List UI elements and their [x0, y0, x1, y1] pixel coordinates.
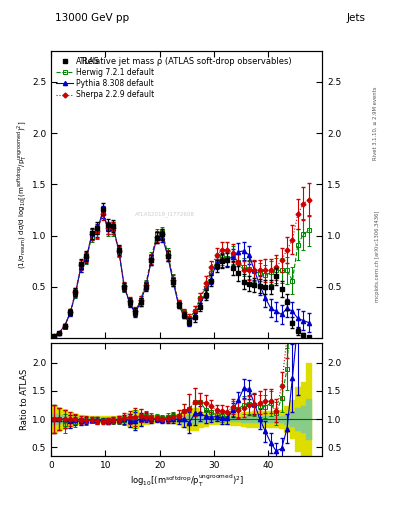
Text: Rivet 3.1.10, ≥ 2.9M events: Rivet 3.1.10, ≥ 2.9M events: [373, 86, 378, 160]
Legend: ATLAS, Herwig 7.2.1 default, Pythia 8.308 default, Sherpa 2.2.9 default: ATLAS, Herwig 7.2.1 default, Pythia 8.30…: [55, 55, 156, 101]
Text: ATLAS2019_I1772608: ATLAS2019_I1772608: [135, 212, 195, 218]
Y-axis label: (1/σ$_{\rm resum}$) dσ/d log$_{10}$[(m$^{\rm soft drop}$/p$_{\rm T}^{\rm ungroom: (1/σ$_{\rm resum}$) dσ/d log$_{10}$[(m$^…: [15, 120, 29, 269]
Text: mcplots.cern.ch [arXiv:1306.3436]: mcplots.cern.ch [arXiv:1306.3436]: [375, 210, 380, 302]
Text: Jets: Jets: [347, 13, 365, 23]
X-axis label: log$_{10}$[(m$^{\rm soft drop}$/p$_{\rm T}^{\rm ungroomed}$)$^{2}$]: log$_{10}$[(m$^{\rm soft drop}$/p$_{\rm …: [130, 472, 244, 488]
Y-axis label: Ratio to ATLAS: Ratio to ATLAS: [20, 369, 29, 430]
Text: Relative jet mass ρ (ATLAS soft-drop observables): Relative jet mass ρ (ATLAS soft-drop obs…: [82, 57, 292, 66]
Text: 13000 GeV pp: 13000 GeV pp: [55, 13, 129, 23]
